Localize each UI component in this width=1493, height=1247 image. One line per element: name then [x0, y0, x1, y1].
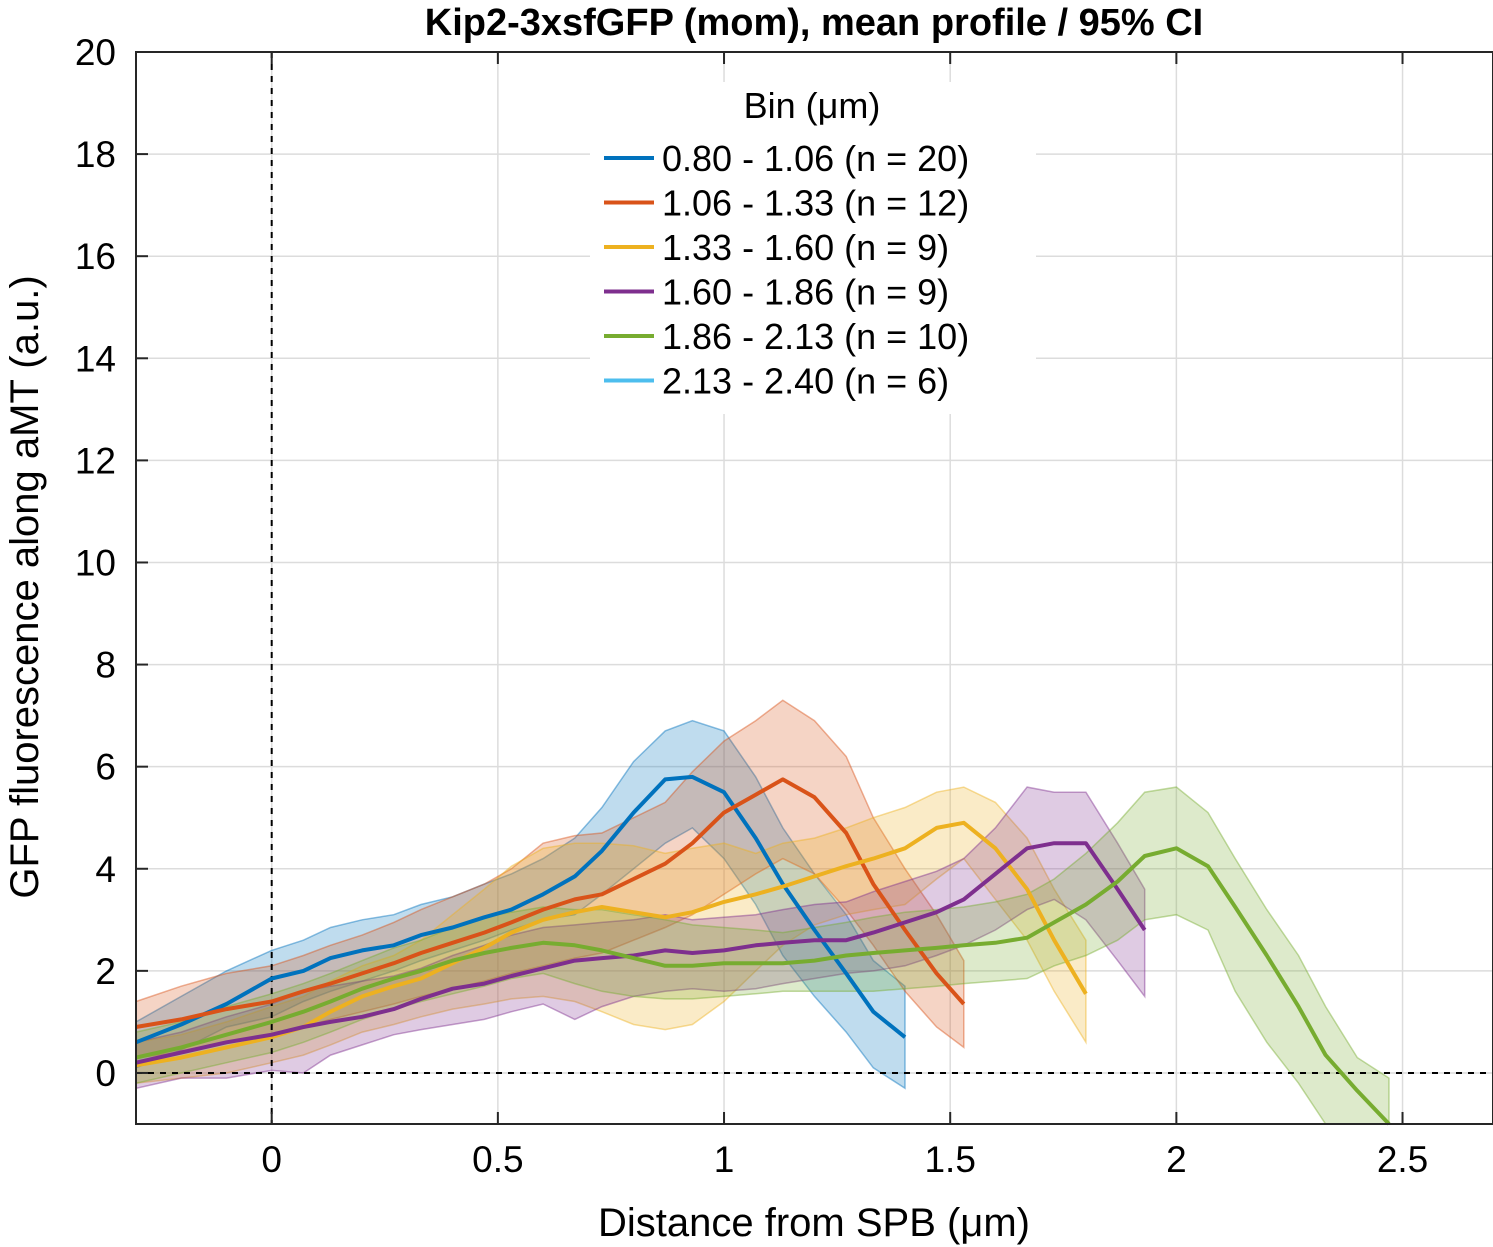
legend-label-2: 1.33 - 1.60 (n = 9): [662, 227, 949, 268]
series-line-2: [135, 820, 1088, 1068]
legend-title: Bin (μm): [744, 85, 881, 126]
legend-label-5: 2.13 - 2.40 (n = 6): [662, 361, 949, 402]
y-tick-label: 20: [75, 32, 116, 73]
x-tick-label: 1.5: [924, 1139, 975, 1180]
ci-bands: [135, 699, 1390, 1125]
y-tick-label: 16: [75, 236, 116, 277]
legend-label-4: 1.86 - 2.13 (n = 10): [662, 316, 969, 357]
chart-title: Kip2-3xsfGFP (mom), mean profile / 95% C…: [425, 2, 1203, 44]
reference-lines: [136, 52, 1493, 1124]
x-tick-label: 0.5: [472, 1139, 523, 1180]
y-tick-label: 8: [95, 645, 116, 686]
legend-label-1: 1.06 - 1.33 (n = 12): [662, 183, 969, 224]
ci-band-1: [135, 699, 965, 1059]
y-tick-label: 10: [75, 542, 116, 583]
legend-label-3: 1.60 - 1.86 (n = 9): [662, 272, 949, 313]
y-tick-label: 0: [95, 1053, 116, 1094]
series-line-0: [135, 774, 907, 1045]
series-line-3: [135, 841, 1147, 1065]
x-tick-label: 2.5: [1377, 1139, 1428, 1180]
x-tick-label: 0: [261, 1139, 282, 1180]
series-line-4: [135, 846, 1391, 1126]
axis-ticks: 0 0.5 1 1.5 2 2.5 0 2 4 6 8 10 12 14 16 18 20: [75, 32, 1428, 1180]
x-tick-label: 1: [714, 1139, 735, 1180]
y-axis-label: GFP fluorescence along aMT (a.u.): [3, 275, 47, 898]
x-tick-label: 2: [1166, 1139, 1187, 1180]
ci-band-2: [135, 786, 1087, 1085]
y-tick-label: 12: [75, 440, 116, 481]
ci-band-3: [135, 786, 1146, 1090]
y-tick-label: 14: [75, 338, 116, 379]
x-axis-label: Distance from SPB (μm): [598, 1201, 1030, 1245]
y-tick-label: 6: [95, 747, 116, 788]
series-lines: [135, 774, 1391, 1126]
series-line-1: [135, 777, 966, 1029]
legend: Bin (μm) 0.80 - 1.06 (n = 20)1.06 - 1.33…: [590, 82, 1036, 414]
axes-box: [135, 51, 1493, 1125]
y-tick-label: 18: [75, 134, 116, 175]
y-tick-label: 4: [95, 849, 116, 890]
y-tick-label: 2: [95, 951, 116, 992]
legend-label-0: 0.80 - 1.06 (n = 20): [662, 138, 969, 179]
